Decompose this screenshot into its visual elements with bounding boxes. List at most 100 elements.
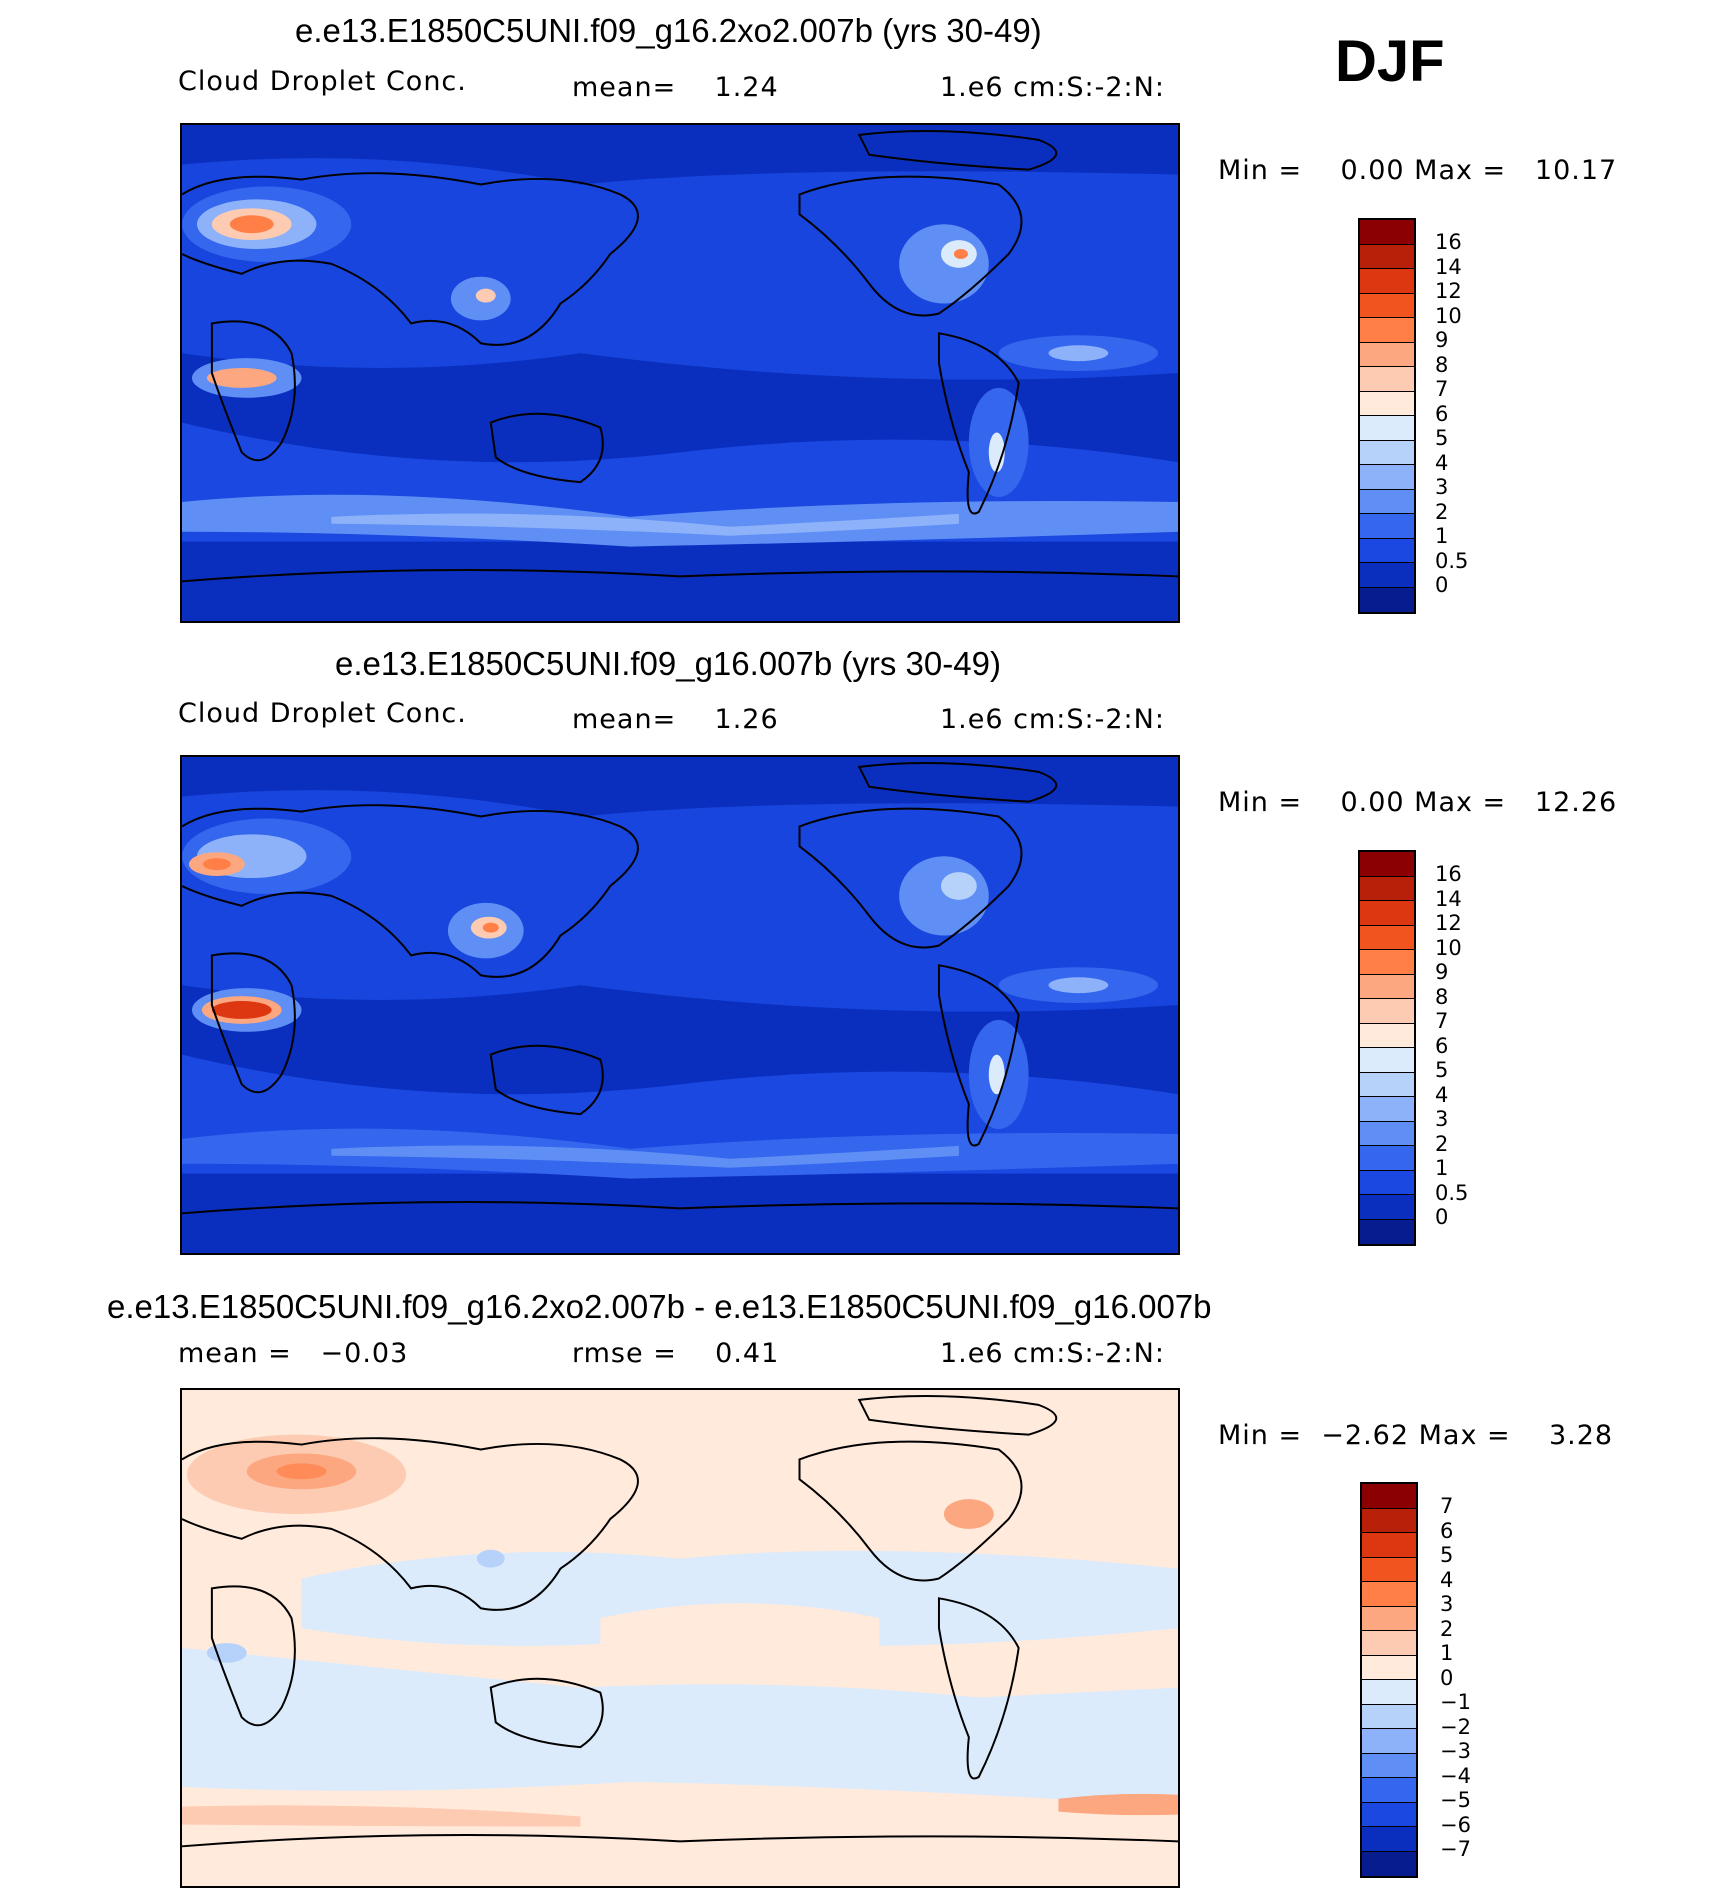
colorbar-swatch bbox=[1362, 1851, 1416, 1876]
colorbar-swatch bbox=[1360, 514, 1414, 539]
panel1-map bbox=[180, 123, 1180, 623]
colorbar-tick-label: −6 bbox=[1440, 1812, 1471, 1837]
panel1-units: 1.e6 cm:S:-2:N: bbox=[940, 72, 1165, 103]
colorbar-swatch bbox=[1360, 538, 1414, 563]
colorbar-swatch bbox=[1360, 465, 1414, 490]
colorbar-swatch bbox=[1362, 1753, 1416, 1778]
panel3-map-svg bbox=[182, 1390, 1178, 1886]
colorbar-swatch bbox=[1360, 416, 1414, 441]
colorbar-tick-label: 9 bbox=[1435, 328, 1449, 352]
colorbar-swatch bbox=[1360, 587, 1414, 612]
colorbar-swatch bbox=[1360, 974, 1414, 999]
panel2-title: e.e13.E1850C5UNI.f09_g16.007b (yrs 30-49… bbox=[335, 645, 1001, 682]
colorbar-tick-label: −3 bbox=[1440, 1739, 1471, 1763]
colorbar-tick-label: 10 bbox=[1435, 303, 1462, 328]
panel3-mean: mean = −0.03 bbox=[178, 1338, 409, 1369]
colorbar-tick-label: −7 bbox=[1440, 1837, 1471, 1861]
season-label: DJF bbox=[1335, 29, 1445, 94]
colorbar-swatch bbox=[1360, 1048, 1414, 1073]
colorbar-swatch bbox=[1362, 1802, 1416, 1827]
colorbar-swatch bbox=[1360, 489, 1414, 514]
colorbar-tick-label: 7 bbox=[1440, 1494, 1454, 1518]
colorbar-swatch bbox=[1360, 876, 1414, 901]
colorbar-swatch bbox=[1360, 563, 1414, 588]
colorbar-tick-label: 12 bbox=[1435, 911, 1462, 935]
panel1-map-svg bbox=[182, 125, 1178, 621]
colorbar-swatch bbox=[1360, 901, 1414, 926]
colorbar-swatch bbox=[1360, 318, 1414, 343]
colorbar-swatch bbox=[1360, 925, 1414, 950]
panel3-minmax: Min = −2.62 Max = 3.28 bbox=[1218, 1420, 1614, 1451]
panel2-map bbox=[180, 755, 1180, 1255]
colorbar-tick-label: −2 bbox=[1440, 1714, 1471, 1739]
colorbar-swatch bbox=[1360, 1170, 1414, 1195]
colorbar-tick-label: 0 bbox=[1435, 573, 1449, 597]
colorbar-swatch bbox=[1362, 1533, 1416, 1558]
panel1-title: e.e13.E1850C5UNI.f09_g16.2xo2.007b (yrs … bbox=[295, 12, 1042, 49]
colorbar-tick-label: 8 bbox=[1435, 984, 1449, 1009]
panel2-minmax: Min = 0.00 Max = 12.26 bbox=[1218, 787, 1618, 818]
colorbar-tick-label: 14 bbox=[1435, 886, 1462, 911]
colorbar-tick-label: 10 bbox=[1435, 935, 1462, 960]
colorbar-tick-label: 0.5 bbox=[1435, 548, 1469, 573]
colorbar-swatch bbox=[1362, 1484, 1416, 1509]
colorbar-swatch bbox=[1360, 391, 1414, 416]
colorbar-tick-label: 6 bbox=[1435, 401, 1449, 426]
colorbar-swatch bbox=[1360, 1146, 1414, 1171]
colorbar-swatch bbox=[1360, 852, 1414, 877]
colorbar-swatch bbox=[1360, 220, 1414, 245]
colorbar-swatch bbox=[1360, 1072, 1414, 1097]
colorbar-tick-label: 2 bbox=[1435, 1131, 1449, 1156]
colorbar-swatch bbox=[1362, 1827, 1416, 1852]
colorbar-tick-label: 5 bbox=[1440, 1543, 1454, 1567]
colorbar-tick-label: 7 bbox=[1435, 1009, 1449, 1033]
colorbar-tick-label: 4 bbox=[1435, 450, 1449, 475]
panel2-variable: Cloud Droplet Conc. bbox=[178, 698, 467, 729]
panel3-title: e.e13.E1850C5UNI.f09_g16.2xo2.007b - e.e… bbox=[107, 1288, 1212, 1325]
colorbar-swatch bbox=[1360, 1023, 1414, 1048]
colorbar-tick-label: 7 bbox=[1435, 377, 1449, 401]
panel3-colorbar bbox=[1360, 1482, 1418, 1878]
colorbar-tick-label: 12 bbox=[1435, 279, 1462, 303]
colorbar-swatch bbox=[1362, 1778, 1416, 1803]
colorbar-tick-label: 3 bbox=[1435, 475, 1449, 499]
colorbar-tick-label: 1 bbox=[1435, 524, 1449, 548]
panel2-map-svg bbox=[182, 757, 1178, 1253]
panel3-map bbox=[180, 1388, 1180, 1888]
colorbar-tick-label: 6 bbox=[1435, 1033, 1449, 1058]
colorbar-tick-label: 14 bbox=[1435, 254, 1462, 279]
colorbar-swatch bbox=[1362, 1680, 1416, 1705]
colorbar-swatch bbox=[1360, 440, 1414, 465]
colorbar-swatch bbox=[1362, 1557, 1416, 1582]
colorbar-swatch bbox=[1362, 1655, 1416, 1680]
colorbar-tick-label: 4 bbox=[1440, 1567, 1454, 1592]
colorbar-swatch bbox=[1362, 1606, 1416, 1631]
coastlines bbox=[182, 761, 1178, 1215]
colorbar-tick-label: 16 bbox=[1435, 862, 1462, 886]
panel1-minmax: Min = 0.00 Max = 10.17 bbox=[1218, 155, 1618, 186]
colorbar-tick-label: 3 bbox=[1435, 1107, 1449, 1131]
coastlines bbox=[182, 129, 1178, 583]
colorbar-tick-label: 4 bbox=[1435, 1082, 1449, 1107]
colorbar-swatch bbox=[1362, 1508, 1416, 1533]
colorbar-swatch bbox=[1362, 1704, 1416, 1729]
colorbar-swatch bbox=[1362, 1631, 1416, 1656]
panel2-mean: mean= 1.26 bbox=[572, 704, 779, 735]
colorbar-swatch bbox=[1360, 367, 1414, 392]
colorbar-swatch bbox=[1360, 999, 1414, 1024]
panel3-rmse: rmse = 0.41 bbox=[572, 1338, 780, 1369]
colorbar-swatch bbox=[1362, 1729, 1416, 1754]
colorbar-swatch bbox=[1360, 342, 1414, 367]
panel2-units: 1.e6 cm:S:-2:N: bbox=[940, 704, 1165, 735]
colorbar-swatch bbox=[1360, 293, 1414, 318]
colorbar-tick-label: 5 bbox=[1435, 1058, 1449, 1082]
panel1-colorbar bbox=[1358, 218, 1416, 614]
colorbar-tick-label: −4 bbox=[1440, 1763, 1471, 1788]
coastlines bbox=[182, 1394, 1178, 1848]
colorbar-swatch bbox=[1360, 1097, 1414, 1122]
panel2-colorbar bbox=[1358, 850, 1416, 1246]
colorbar-swatch bbox=[1360, 1121, 1414, 1146]
panel1-variable: Cloud Droplet Conc. bbox=[178, 66, 467, 97]
colorbar-tick-label: −5 bbox=[1440, 1788, 1471, 1812]
colorbar-tick-label: 5 bbox=[1435, 426, 1449, 450]
